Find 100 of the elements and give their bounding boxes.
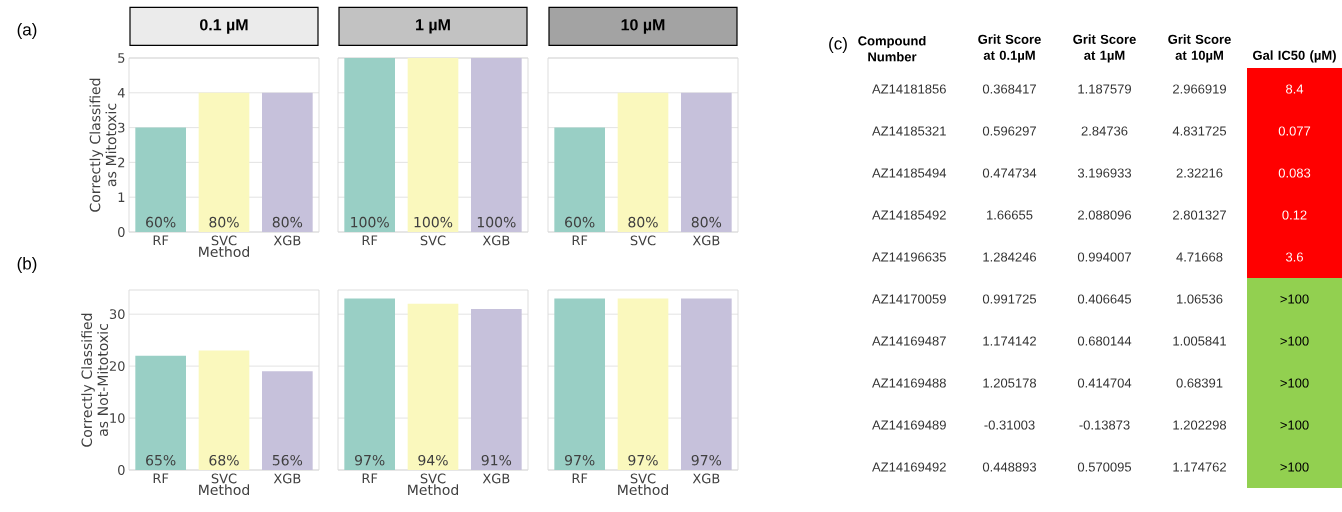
category-label: AZ14185492: [872, 210, 946, 220]
text: (c): [829, 37, 847, 53]
annotation: 100%: [414, 216, 453, 228]
x-tick-label: RF: [572, 473, 588, 484]
x-tick-label: SVC: [211, 235, 237, 246]
text: 2.32216: [1176, 168, 1223, 178]
annotation: 97%: [354, 454, 385, 466]
text: 2.966919: [1173, 84, 1226, 94]
text: 4.831725: [1172, 126, 1227, 136]
category-label: AZ14196635: [872, 252, 946, 262]
text: 1.174142: [983, 336, 1036, 346]
x-tick-label: RF: [572, 235, 588, 246]
text: 0.596297: [982, 126, 1036, 136]
text: 0.077: [1278, 126, 1311, 136]
text: 2.84736: [1081, 126, 1128, 136]
x-tick-label: XGB: [273, 235, 301, 246]
category-label: AZ14169487: [872, 336, 946, 346]
category-label: Grit Score at 1µM: [1073, 34, 1136, 63]
x-tick-label: XGB: [692, 235, 720, 246]
y-tick-label: 20: [109, 361, 125, 372]
chart-title: 1 µM: [416, 19, 450, 34]
y-tick-label: 0: [118, 227, 125, 237]
category-label: AZ14169488: [872, 378, 946, 388]
text: >100: [1280, 294, 1309, 304]
text: 3.196933: [1077, 168, 1132, 178]
x-axis-title: Method: [618, 484, 668, 496]
annotation: 100%: [351, 216, 389, 228]
y-tick-label: 30: [109, 309, 125, 320]
annotation: 60%: [146, 216, 176, 228]
annotation: 68%: [209, 454, 239, 466]
annotation: 60%: [565, 216, 595, 228]
annotation: 56%: [272, 454, 303, 466]
text: 1.005841: [1173, 336, 1226, 346]
text: 0.474734: [982, 168, 1037, 178]
annotation: 80%: [628, 216, 658, 228]
text: 0.406645: [1077, 294, 1132, 304]
x-tick-label: RF: [153, 235, 169, 246]
x-tick-label: SVC: [420, 235, 446, 246]
x-tick-label: XGB: [482, 235, 510, 246]
annotation: 80%: [272, 216, 303, 228]
text: 8.4: [1286, 84, 1304, 94]
category-label: AZ14181856: [872, 84, 946, 94]
y-tick-label: 1: [118, 192, 125, 202]
text: 0.68391: [1176, 378, 1223, 388]
annotation: 65%: [146, 454, 176, 466]
x-axis-title: Method: [199, 246, 249, 258]
x-tick-label: XGB: [692, 473, 720, 484]
text: 0.448893: [982, 462, 1037, 472]
text: >100: [1280, 462, 1309, 472]
text: 0.368417: [982, 84, 1036, 94]
text: 1.174762: [1173, 462, 1226, 472]
text: 1.205178: [983, 378, 1037, 388]
text: 2.088096: [1078, 210, 1132, 220]
text: 0.991725: [982, 294, 1037, 304]
x-tick-label: SVC: [630, 473, 656, 484]
x-tick-label: RF: [362, 235, 378, 246]
text: 1.187579: [1078, 84, 1131, 94]
x-axis-title: Method: [408, 484, 458, 496]
category-label: Gal IC50 (µM): [1253, 50, 1336, 63]
y-tick-label: 4: [117, 88, 125, 98]
x-tick-label: SVC: [211, 473, 237, 484]
annotation: 97%: [564, 454, 595, 466]
x-axis-title: Method: [199, 484, 249, 496]
annotation: 80%: [209, 216, 239, 228]
annotation: 80%: [691, 216, 722, 228]
annotation: 91%: [481, 454, 512, 466]
category-label: AZ14169489: [872, 420, 946, 430]
text: 1.284246: [983, 252, 1037, 262]
text: 3.6: [1285, 252, 1303, 262]
text: >100: [1280, 336, 1309, 346]
text: 0.083: [1278, 168, 1311, 178]
annotation: 97%: [628, 454, 658, 466]
text: 0.994007: [1077, 252, 1131, 262]
text: 0.12: [1282, 210, 1307, 220]
y-tick-label: 0: [118, 465, 125, 475]
category-label: Grit Score at 0.1µM: [978, 34, 1041, 63]
chart-title: 0.1 µM: [200, 19, 248, 34]
y-axis-title: Correctly Classified as Not-Mitotoxic: [81, 313, 109, 447]
annotation: 97%: [691, 454, 722, 466]
x-tick-label: XGB: [273, 473, 301, 484]
text: >100: [1280, 420, 1309, 430]
text: 0.680144: [1077, 336, 1132, 346]
annotation: 100%: [477, 216, 516, 228]
text: 1.06536: [1177, 294, 1223, 304]
category-label: AZ14170059: [872, 294, 946, 304]
text: 1.202298: [1173, 420, 1227, 430]
x-tick-label: RF: [153, 473, 169, 484]
bar: [135, 355, 186, 471]
category-label: AZ14185494: [872, 168, 947, 178]
category-label: Grit Score at 10µM: [1168, 34, 1231, 63]
x-tick-label: SVC: [420, 473, 446, 484]
x-tick-label: XGB: [482, 473, 510, 484]
y-tick-label: 10: [110, 413, 125, 423]
text: -0.13873: [1079, 420, 1130, 430]
annotation: 94%: [418, 454, 448, 466]
y-axis-title: Correctly Classified as Mitotoxic: [89, 78, 117, 212]
text: 2.801327: [1173, 210, 1226, 220]
bar: [198, 350, 250, 471]
x-tick-label: RF: [362, 473, 378, 484]
text: (a): [17, 23, 37, 39]
